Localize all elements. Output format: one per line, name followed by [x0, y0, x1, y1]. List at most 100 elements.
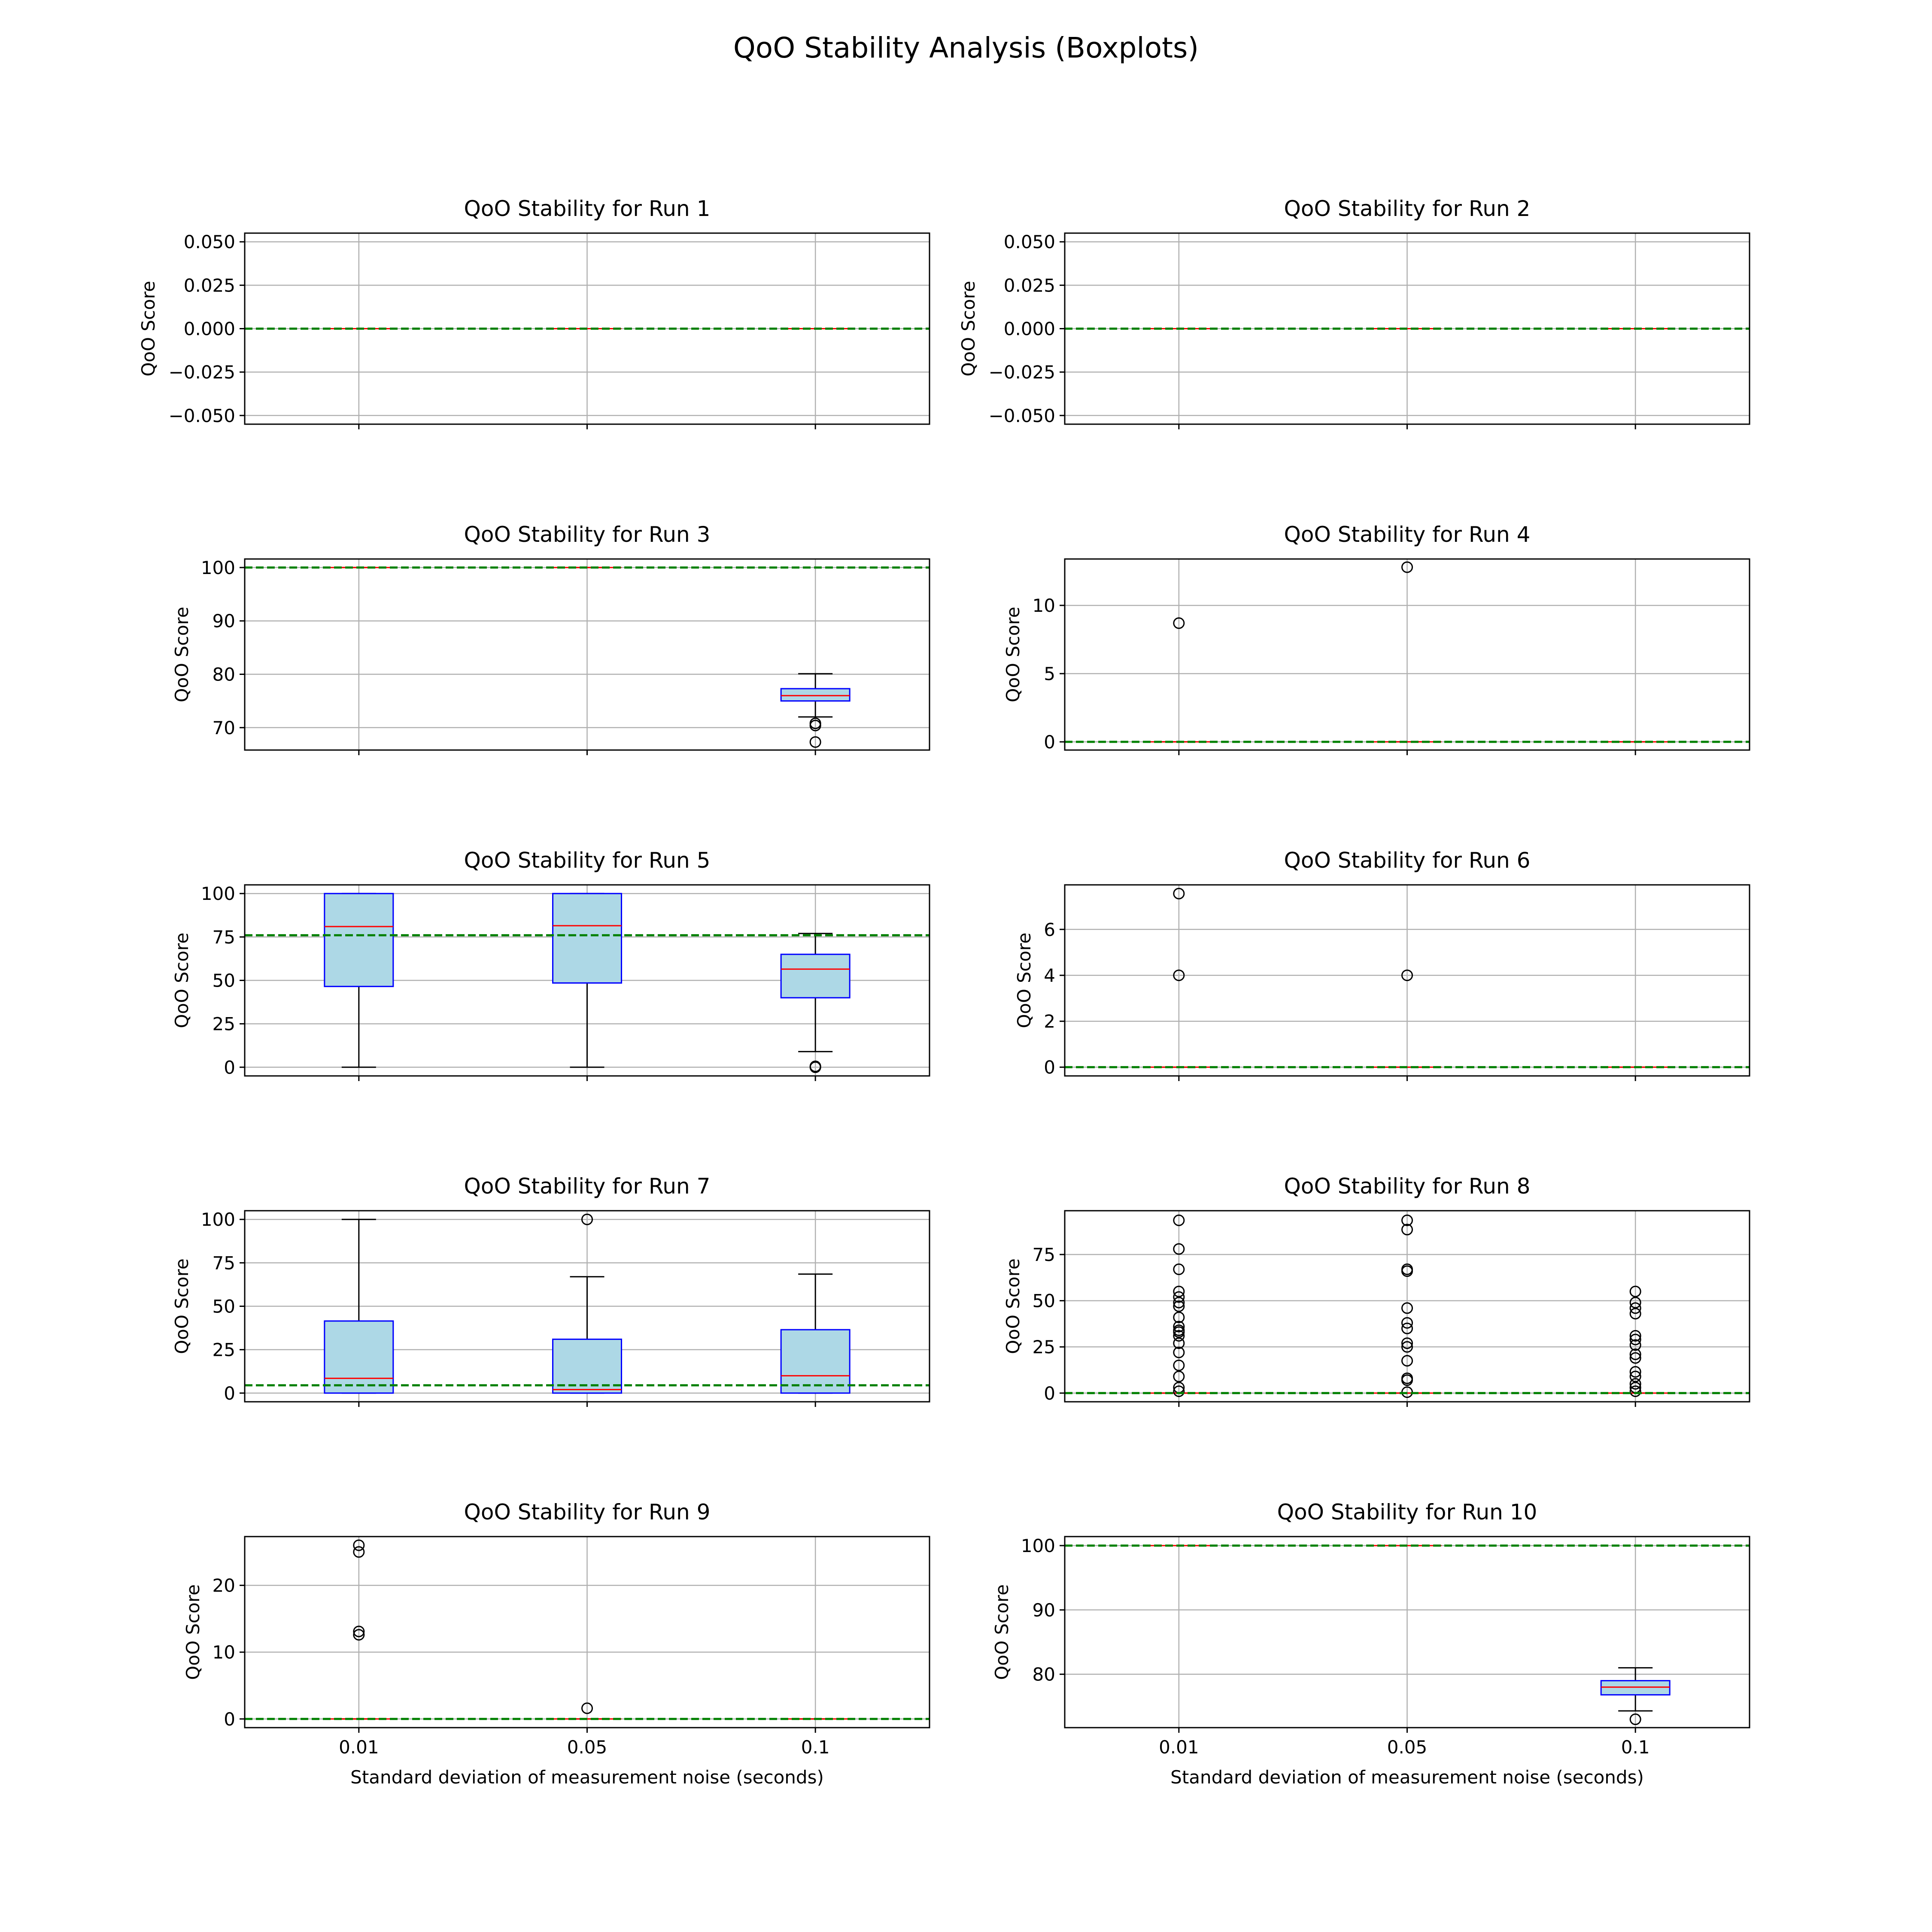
y-tick-label: 50 [213, 1296, 235, 1317]
plot-area [1065, 233, 1750, 424]
x-tick-label: 0.1 [801, 1737, 830, 1758]
y-tick-label: −0.050 [989, 405, 1055, 426]
outlier-point [1173, 1300, 1185, 1312]
y-tick-label: 100 [1021, 1535, 1055, 1556]
outlier-point [1173, 1243, 1185, 1255]
y-tick-label: 10 [213, 1642, 235, 1663]
outlier-point [1401, 969, 1413, 981]
y-axis-label: QoO Score [171, 933, 192, 1028]
outlier-point [1629, 1285, 1641, 1297]
box-iqr [324, 893, 394, 987]
subplot-title: QoO Stability for Run 7 [464, 1174, 711, 1199]
x-tick-label: 0.05 [1387, 1737, 1428, 1758]
outlier-point [1401, 1224, 1413, 1236]
outlier-point [809, 717, 821, 729]
subplot-run-1: QoO Stability for Run 1 −0.050 −0.025 0.000… [138, 196, 930, 429]
subplot-title: QoO Stability for Run 6 [1284, 848, 1531, 873]
y-tick-label: 90 [213, 611, 235, 632]
y-tick-label: 0 [224, 1709, 235, 1730]
outlier-point [1173, 1311, 1185, 1323]
subplot-run-10: QoO Stability for Run 10 80 90 100 0.01 0.05 0… [991, 1500, 1750, 1788]
y-tick-label: 100 [201, 557, 235, 578]
outlier-point [1173, 1263, 1185, 1275]
outlier-point [809, 1061, 821, 1073]
y-tick-label: −0.025 [169, 362, 235, 383]
y-tick-label: −0.050 [169, 405, 235, 426]
outlier-point [1401, 1265, 1413, 1277]
y-tick-label: 0 [224, 1383, 235, 1404]
plot-area [245, 233, 930, 424]
box-iqr [552, 893, 622, 984]
plot-area [245, 885, 930, 1076]
outlier-point [1173, 1321, 1185, 1333]
y-axis-label: QoO Score [1014, 933, 1035, 1028]
outlier-point [1629, 1297, 1641, 1309]
outlier-point [1173, 969, 1185, 981]
subplot-title: QoO Stability for Run 1 [464, 196, 711, 221]
subplot-title: QoO Stability for Run 8 [1284, 1174, 1531, 1199]
outlier-point [1401, 1317, 1413, 1329]
outlier-point [1173, 1291, 1185, 1303]
subplot-title: QoO Stability for Run 4 [1284, 522, 1531, 547]
outlier-point [1173, 1330, 1185, 1342]
y-axis-label: QoO Score [1002, 607, 1024, 702]
outlier-point [353, 1539, 365, 1551]
box-iqr [552, 1338, 622, 1394]
outlier-point [1629, 1302, 1641, 1314]
subplot-run-3: QoO Stability for Run 3 70 80 90 100 QoO Scor… [171, 522, 930, 755]
outlier-point [1629, 1308, 1641, 1320]
y-tick-label: 75 [1033, 1244, 1055, 1265]
outlier-point [1629, 1385, 1641, 1397]
outlier-point [1629, 1713, 1641, 1725]
box-0.1 [1600, 1667, 1671, 1725]
y-tick-label: 2 [1044, 1011, 1055, 1032]
y-tick-label: 0.000 [1004, 319, 1055, 340]
subplot-run-6: QoO Stability for Run 6 0 2 4 6 QoO Score [1014, 848, 1750, 1081]
y-tick-label: 50 [213, 970, 235, 991]
outlier-point [1629, 1334, 1641, 1346]
outlier-point [353, 1629, 365, 1641]
y-axis-label: QoO Score [171, 1258, 192, 1354]
y-tick-label: 0 [1044, 1057, 1055, 1078]
subplot-run-4: QoO Stability for Run 4 0 5 10 QoO Score [1002, 522, 1750, 755]
box-0.01 [324, 893, 394, 1068]
subplot-grid: QoO Stability for Run 1 −0.050 −0.025 0.000… [138, 196, 1750, 1788]
y-axis-label: QoO Score [171, 607, 192, 702]
plot-area [245, 1211, 930, 1402]
y-tick-label: 0 [224, 1057, 235, 1078]
x-axis-label: Standard deviation of measurement noise … [1170, 1767, 1644, 1788]
box-0.1 [780, 673, 851, 748]
box-0.01 [324, 1218, 394, 1394]
y-tick-label: 75 [213, 1252, 235, 1273]
outlier-point [1401, 1355, 1413, 1367]
y-tick-label: 80 [1033, 1664, 1055, 1685]
subplot-title: QoO Stability for Run 9 [464, 1500, 711, 1525]
y-tick-label: 5 [1044, 663, 1055, 684]
outlier-point [1173, 1214, 1185, 1226]
y-tick-label: 80 [213, 664, 235, 685]
outlier-point [1629, 1366, 1641, 1378]
y-tick-label: 0.025 [1004, 275, 1055, 296]
y-tick-label: 10 [1033, 595, 1055, 616]
y-tick-label: 75 [213, 927, 235, 948]
outlier-point [1629, 1348, 1641, 1360]
outlier-point [1401, 1302, 1413, 1314]
y-tick-label: 0.050 [184, 231, 235, 252]
outlier-point [1173, 1285, 1185, 1297]
outlier-point [1401, 1341, 1413, 1353]
outlier-point [1629, 1378, 1641, 1390]
box-iqr [780, 1329, 851, 1394]
y-tick-label: 25 [213, 1340, 235, 1361]
y-axis-label: QoO Score [1002, 1258, 1024, 1354]
x-tick-label: 0.01 [1159, 1737, 1199, 1758]
outlier-point [353, 1625, 365, 1637]
box-0.05 [552, 893, 622, 1068]
figure-title: QoO Stability Analysis (Boxplots) [733, 31, 1199, 64]
outlier-point [1173, 887, 1185, 899]
box-0.1 [780, 1273, 851, 1394]
y-axis-label: QoO Score [182, 1584, 204, 1680]
x-tick-label: 0.05 [567, 1737, 608, 1758]
outlier-point [1401, 1322, 1413, 1334]
box-0.05 [552, 1213, 622, 1394]
outlier-point [1173, 1359, 1185, 1371]
